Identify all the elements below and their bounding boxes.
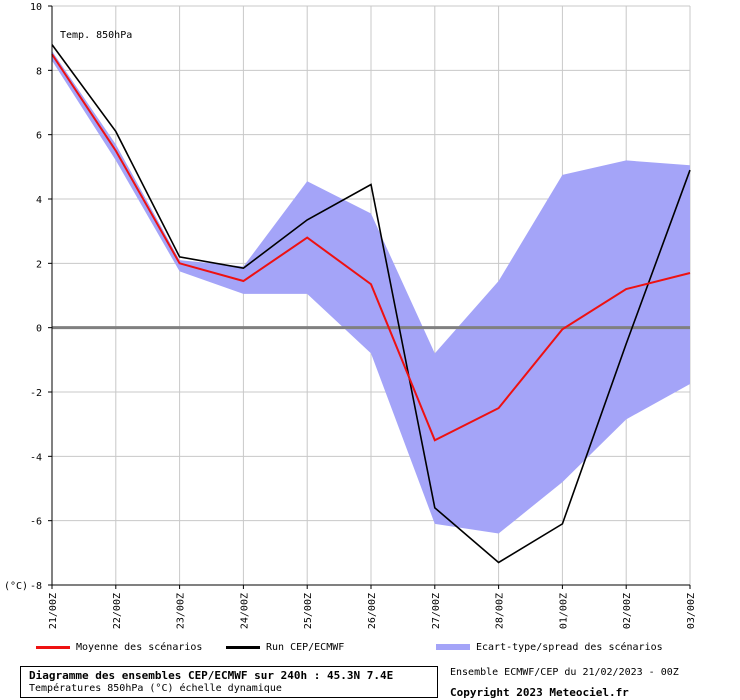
footer-caption-box: Diagramme des ensembles CEP/ECMWF sur 24… [20, 666, 438, 698]
legend-run: Run CEP/ECMWF [226, 640, 344, 654]
footer-run-info: Ensemble ECMWF/CEP du 21/02/2023 - 00Z [450, 667, 679, 678]
x-tick-label: 03/00Z [686, 593, 697, 629]
series-lines [51, 44, 691, 564]
legend-run-swatch [226, 645, 260, 649]
y-tick-label: 2 [36, 259, 42, 270]
legend-mean-label: Moyenne des scénarios [76, 641, 203, 653]
legend-mean-swatch [36, 645, 70, 649]
x-tick-label: 23/00Z [176, 593, 187, 629]
x-tick-label: 24/00Z [239, 593, 250, 629]
legend-mean: Moyenne des scénarios [36, 640, 202, 654]
y-tick-label: -4 [30, 452, 42, 463]
spread-band-layer [52, 51, 690, 534]
x-tick-label: 25/00Z [303, 593, 314, 629]
y-axis-unit: (°C) [4, 581, 28, 592]
x-tick-label: 26/00Z [367, 593, 378, 629]
footer-copyright: Copyright 2023 Meteociel.fr [450, 686, 629, 699]
legend-spread-swatch [436, 644, 470, 650]
y-tick-label: -2 [30, 388, 42, 399]
mean-series-line [51, 53, 691, 442]
y-tick-label: 8 [36, 66, 42, 77]
run-series-line [51, 44, 691, 564]
legend-spread-label: Ecart-type/spread des scénarios [476, 641, 663, 653]
footer-info: Ensemble ECMWF/CEP du 21/02/2023 - 00Z C… [450, 666, 679, 699]
spread-band [52, 51, 690, 534]
y-tick-label: 0 [36, 324, 42, 335]
legend-spread: Ecart-type/spread des scénarios [436, 640, 663, 654]
tick-labels: -8 -6 -4 -2 0 2 4 6 8 10 21/00Z 22/00Z 23/00Z 24/00Z 2… [4, 2, 697, 629]
chart-annotation: Temp. 850hPa [60, 30, 132, 41]
footer-title: Diagramme des ensembles CEP/ECMWF sur 24… [29, 669, 394, 682]
y-tick-label: -6 [30, 517, 42, 528]
y-tick-label: -8 [30, 581, 42, 592]
axes [48, 5, 691, 589]
footer-subtitle: Températures 850hPa (°C) échelle dynamiq… [29, 683, 282, 694]
x-tick-label: 27/00Z [431, 593, 442, 629]
y-tick-label: 4 [36, 195, 42, 206]
x-tick-label: 01/00Z [558, 593, 569, 629]
legend-run-label: Run CEP/ECMWF [266, 641, 345, 653]
x-tick-label: 21/00Z [48, 593, 59, 629]
x-tick-label: 22/00Z [112, 593, 123, 629]
x-tick-label: 28/00Z [495, 593, 506, 629]
y-tick-label: 10 [30, 2, 42, 13]
x-tick-label: 02/00Z [622, 593, 633, 629]
y-tick-label: 6 [36, 131, 42, 142]
ensemble-chart: -8 -6 -4 -2 0 2 4 6 8 10 21/00Z 22/00Z 23/00Z 24/00Z 2… [4, 2, 697, 629]
